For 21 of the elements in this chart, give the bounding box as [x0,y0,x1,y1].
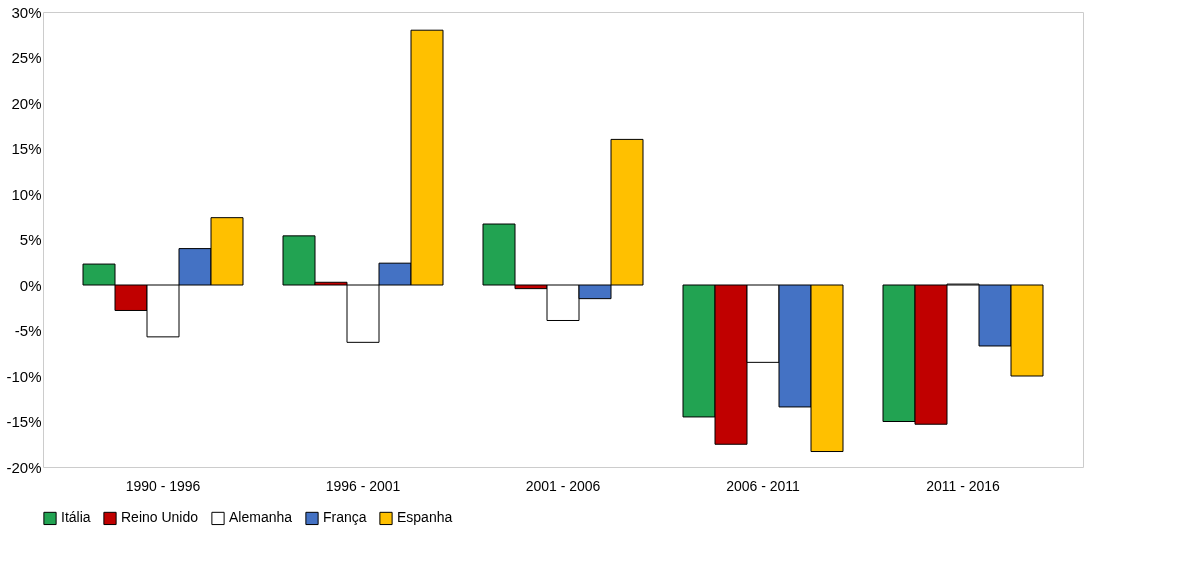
y-tick-label: 15% [11,140,42,157]
y-tick-label: 0% [19,276,42,294]
y-tick-label: 10% [11,185,42,203]
legend-label: Itália [61,509,91,526]
x-tick-label: 2011 - 2016 [926,477,1001,494]
x-tick-label: 2001 - 2006 [525,477,601,494]
y-tick-label: -20% [6,458,42,476]
y-tick-label: 25% [11,49,42,66]
y-tick-label: 30% [11,3,42,21]
y-tick-label: 20% [11,94,42,112]
legend-label: França [323,509,367,526]
legend-label: Alemanha [229,509,293,526]
x-tick-label: 2006 - 2011 [726,477,801,494]
y-tick-label: -5% [14,322,42,339]
x-tick-label: 1996 - 2001 [325,477,401,494]
y-tick-label: -10% [6,367,42,385]
legend-label: Espanha [397,509,453,526]
x-tick-label: 1990 - 1996 [125,477,201,494]
y-tick-label: 5% [19,231,42,248]
legend-label: Reino Unido [121,509,199,526]
y-tick-label: -15% [6,413,42,430]
